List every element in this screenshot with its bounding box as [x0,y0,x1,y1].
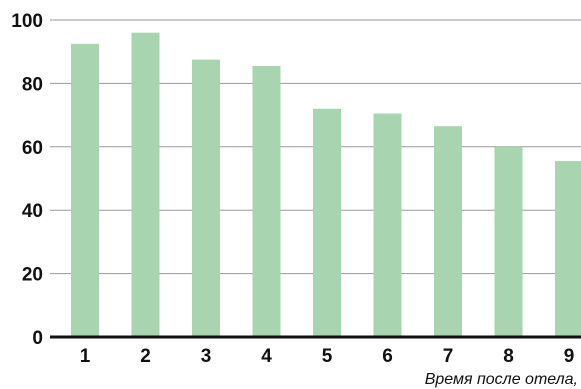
x-tick-label-6: 6 [382,346,393,367]
bar-4 [252,65,281,337]
y-tick-label-20: 20 [22,265,43,286]
bar-2 [131,32,160,338]
x-tick-label-2: 2 [140,346,151,367]
bar-5 [313,108,341,337]
x-tick-label-5: 5 [322,346,333,367]
x-axis-ticks: 1 2 3 4 5 6 7 8 9 [80,346,575,367]
bars [71,32,581,338]
x-tick-label-1: 1 [80,346,91,367]
bar-9 [555,161,581,337]
y-axis-ticks: 0 20 40 60 80 100 [11,11,43,349]
x-tick-label-8: 8 [503,346,514,367]
bar-1 [71,43,99,338]
bar-3 [192,59,220,337]
y-tick-label-60: 60 [22,138,43,159]
x-axis-label: Время после отела, [425,371,578,388]
x-tick-label-9: 9 [564,346,575,367]
y-tick-label-80: 80 [22,74,43,95]
y-tick-label-0: 0 [32,328,43,349]
bar-7 [434,126,462,337]
x-tick-label-3: 3 [201,346,212,367]
bar-8 [494,146,523,337]
y-tick-label-40: 40 [22,201,43,222]
y-tick-label-100: 100 [11,11,43,32]
x-tick-label-7: 7 [443,346,454,367]
x-tick-label-4: 4 [261,346,272,367]
bar-6 [373,113,402,337]
